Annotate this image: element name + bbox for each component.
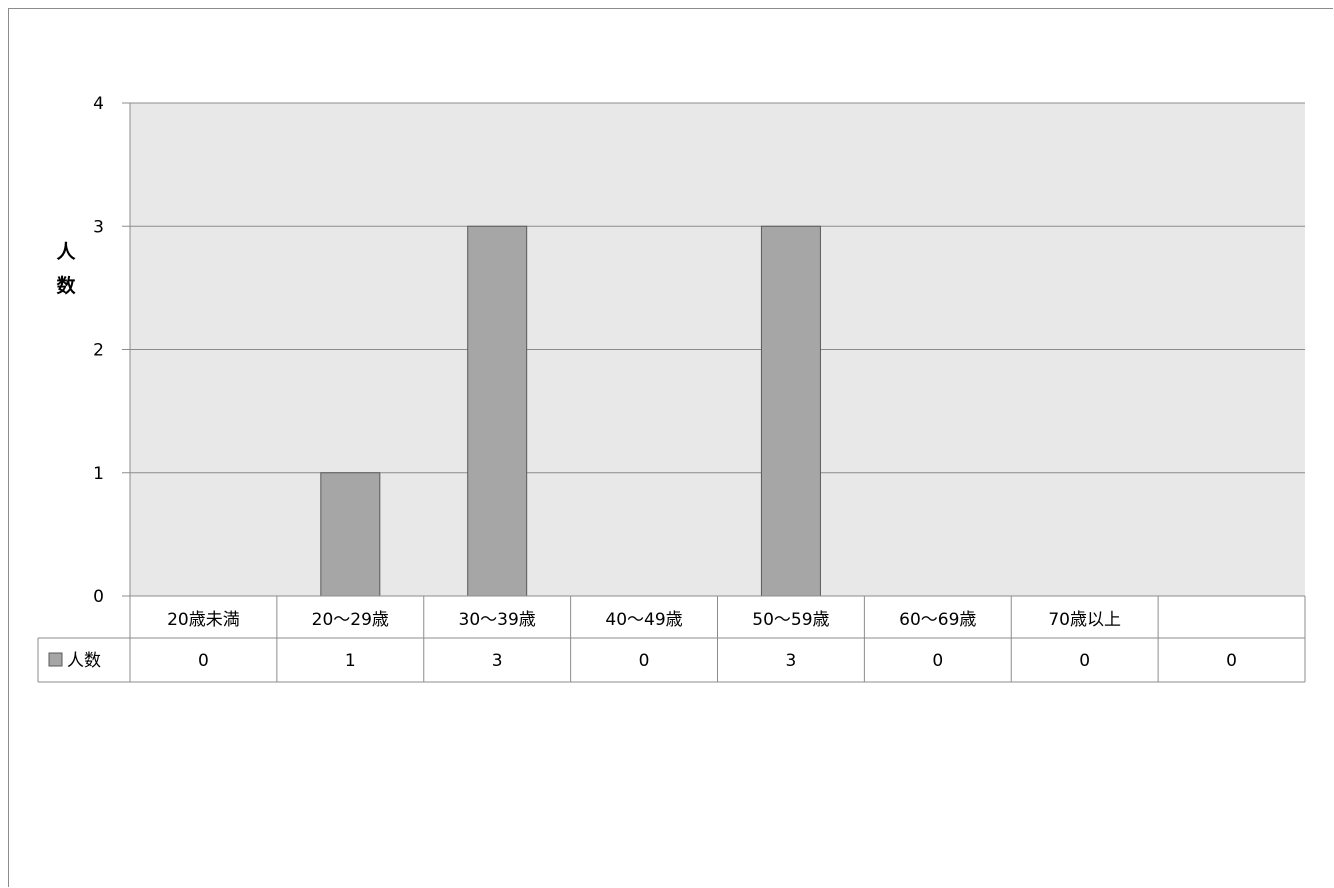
table-value: 0 bbox=[639, 651, 650, 671]
category-label: 60〜69歳 bbox=[899, 610, 976, 630]
bar bbox=[320, 472, 381, 597]
y-tick-label: 1 bbox=[93, 464, 104, 484]
y-axis-label: 数 bbox=[56, 274, 76, 297]
y-tick-label: 3 bbox=[93, 217, 104, 237]
legend-key bbox=[48, 652, 63, 667]
bar bbox=[467, 225, 528, 597]
table-value: 0 bbox=[1226, 651, 1237, 671]
y-axis-label: 人 bbox=[56, 241, 76, 263]
y-tick-label: 0 bbox=[93, 587, 104, 607]
category-label: 20〜29歳 bbox=[312, 610, 389, 630]
table-value: 3 bbox=[786, 651, 797, 671]
category-label: 70歳以上 bbox=[1048, 610, 1121, 630]
category-label: 20歳未満 bbox=[167, 610, 240, 630]
table-value: 3 bbox=[492, 651, 503, 671]
y-tick-label: 2 bbox=[93, 341, 104, 361]
table-value: 1 bbox=[345, 651, 356, 671]
legend-label: 人数 bbox=[67, 651, 101, 671]
table-value: 0 bbox=[1079, 651, 1090, 671]
category-label: 50〜59歳 bbox=[752, 610, 829, 630]
bar bbox=[760, 225, 821, 597]
table-value: 0 bbox=[932, 651, 943, 671]
y-tick-label: 4 bbox=[93, 94, 104, 114]
chart-frame bbox=[8, 8, 1333, 887]
category-label: 40〜49歳 bbox=[605, 610, 682, 630]
category-label: 30〜39歳 bbox=[459, 610, 536, 630]
table-value: 0 bbox=[198, 651, 209, 671]
